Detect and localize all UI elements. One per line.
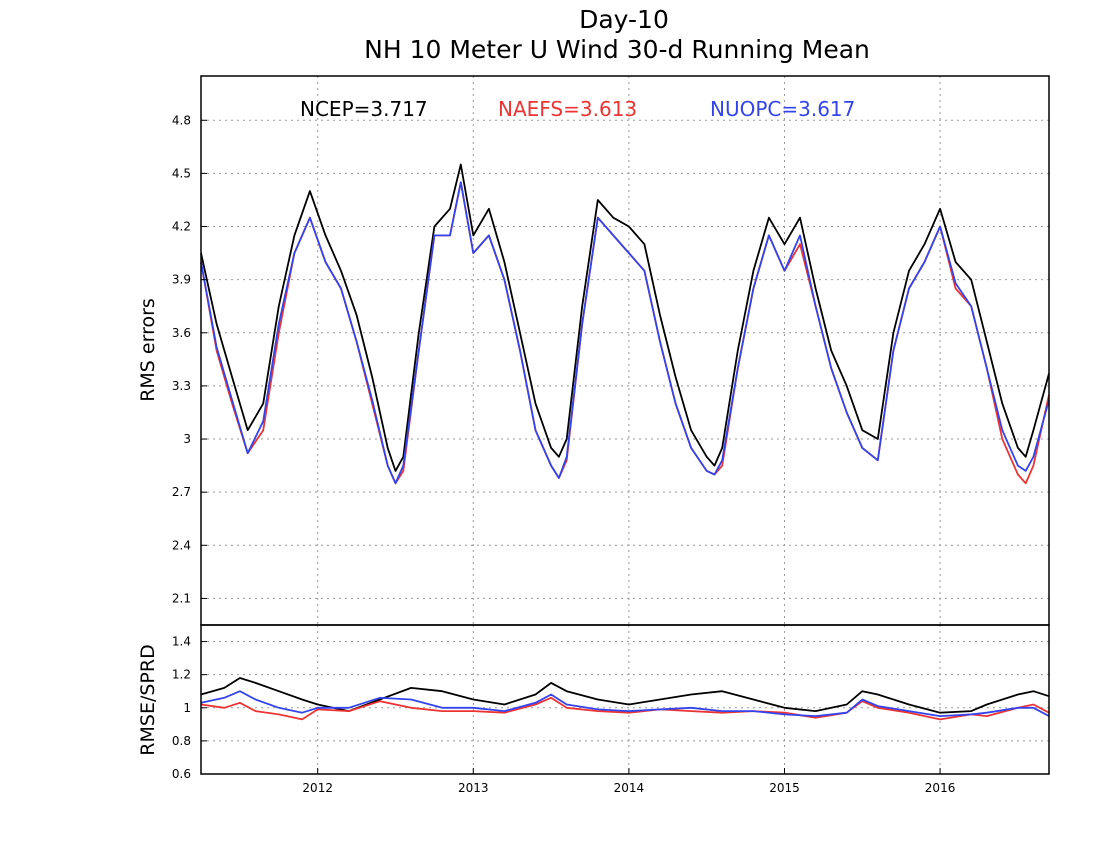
y-tick-label: 2.1 — [172, 591, 191, 605]
stat-nuopc: NUOPC=3.617 — [710, 97, 855, 121]
y-tick-label: 4.2 — [172, 220, 191, 234]
top-panel-y-ticks: 2.1 2.4 2.7 3 3.3 3.6 3.9 4.2 4.5 4.8 — [172, 113, 207, 605]
top-panel-grid — [201, 76, 1049, 625]
y-tick-label: 4.8 — [172, 113, 191, 127]
chart-title-line1: Day-10 — [579, 5, 669, 34]
bottom-panel-y-ticks: 0.6 0.8 1 1.2 1.4 — [172, 635, 207, 781]
top-panel-frame — [200, 75, 1050, 626]
x-tick-label: 2014 — [614, 781, 645, 795]
y-tick-label: 4.5 — [172, 166, 191, 180]
y-tick-label: 3.6 — [172, 326, 191, 340]
x-axis-ticks: 2012 2013 2014 2015 2016 — [302, 768, 955, 795]
x-tick-label: 2016 — [925, 781, 956, 795]
stat-naefs: NAEFS=3.613 — [498, 97, 637, 121]
top-panel-ylabel: RMS errors — [137, 298, 159, 402]
y-tick-label: 1.4 — [172, 635, 191, 649]
stat-ncep: NCEP=3.717 — [300, 97, 428, 121]
series-line-naefs-ratio — [200, 696, 1050, 721]
y-tick-label: 1 — [183, 701, 191, 715]
x-tick-label: 2013 — [458, 781, 489, 795]
y-tick-label: 0.6 — [172, 767, 191, 781]
y-tick-label: 3.3 — [172, 379, 191, 393]
bottom-panel-series — [200, 677, 1050, 721]
y-tick-label: 2.7 — [172, 485, 191, 499]
y-tick-label: 2.4 — [172, 538, 191, 552]
y-tick-label: 3 — [183, 432, 191, 446]
series-line-ncep — [200, 163, 1050, 472]
bottom-panel-grid — [201, 625, 1049, 775]
bottom-panel-frame — [200, 624, 1050, 775]
chart-title-line2: NH 10 Meter U Wind 30-d Running Mean — [364, 35, 870, 64]
series-line-nuopc — [200, 181, 1050, 485]
y-tick-label: 3.9 — [172, 273, 191, 287]
y-tick-label: 0.8 — [172, 734, 191, 748]
series-line-ncep-ratio — [200, 677, 1050, 714]
x-tick-label: 2015 — [769, 781, 800, 795]
bottom-panel-ylabel: RMSE/SPRD — [137, 644, 159, 755]
x-tick-label: 2012 — [302, 781, 333, 795]
top-panel-series — [200, 163, 1050, 485]
series-line-nuopc-ratio — [200, 690, 1050, 717]
y-tick-label: 1.2 — [172, 668, 191, 682]
